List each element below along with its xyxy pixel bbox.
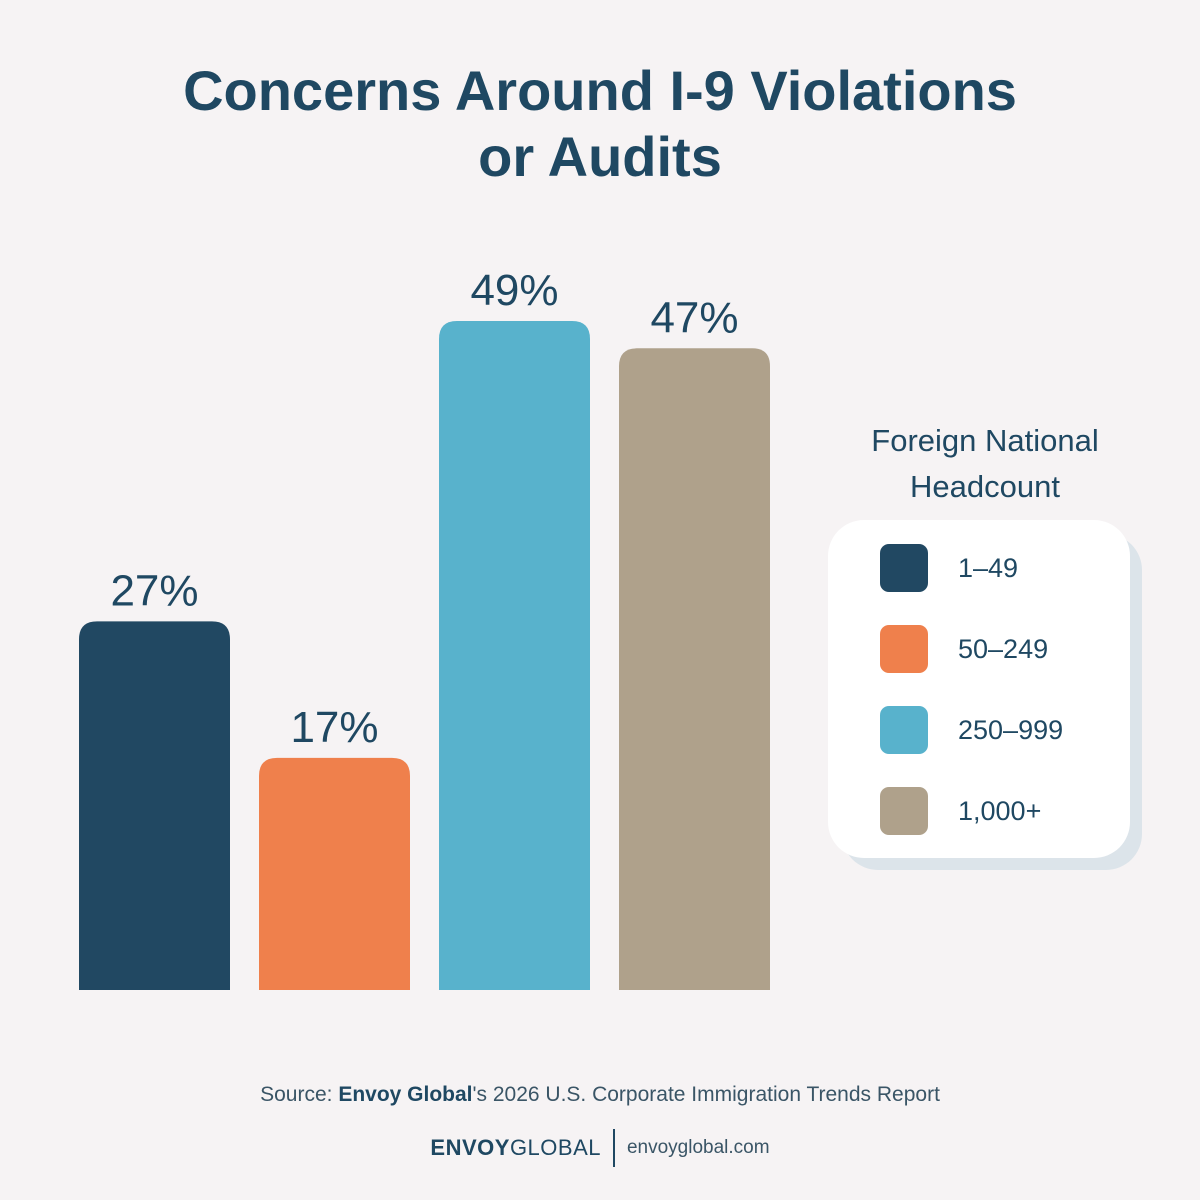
legend-title: Foreign National Headcount [830,418,1140,510]
bar-value-label: 49% [470,266,558,315]
legend-label: 50–249 [958,633,1049,664]
bar-1,000+ [619,348,770,990]
source-suffix: 's 2026 U.S. Corporate Immigration Trend… [472,1083,940,1106]
bar-1–49 [79,621,230,990]
bar-value-label: 17% [290,703,378,752]
legend-label: 1,000+ [958,795,1042,826]
legend-swatch [880,625,928,673]
source-prefix: Source: [260,1083,339,1106]
chart-title: Concerns Around I-9 Violations or Audits [0,58,1200,190]
legend-title-line-1: Foreign National [871,423,1099,458]
legend-item-1000-plus: 1,000+ [880,787,1041,835]
website-link[interactable]: envoyglobal.com [626,1137,770,1158]
logo-light-text: GLOBAL [509,1135,601,1160]
legend-item-250-999: 250–999 [880,706,1063,754]
legend-swatch [880,787,928,835]
legend-item-1-49: 1–49 [880,544,1018,592]
envoy-global-logo: ENVOYGLOBAL [430,1135,601,1161]
legend-label: 1–49 [958,552,1019,583]
logo-bold-text: ENVOY [430,1135,510,1160]
legend-swatch [880,544,928,592]
bar-250–999 [439,321,590,990]
bar-value-label: 27% [110,566,198,615]
bar-value-label: 47% [650,293,738,342]
chart-title-line-2: or Audits [478,125,722,188]
chart-title-line-1: Concerns Around I-9 Violations [183,59,1017,122]
legend: 1–49 50–249 250–999 1,000+ [828,520,1130,858]
legend-title-line-2: Headcount [910,469,1060,504]
footer-divider [612,1129,615,1167]
source-brand: Envoy Global [338,1083,473,1106]
legend-item-50-249: 50–249 [880,625,1048,673]
legend-swatch [880,706,928,754]
footer: ENVOYGLOBAL envoyglobal.com [0,1128,1200,1168]
bar-50–249 [259,757,410,990]
source-note: Source: Envoy Global's 2026 U.S. Corpora… [0,1083,1200,1107]
legend-label: 250–999 [958,714,1064,745]
